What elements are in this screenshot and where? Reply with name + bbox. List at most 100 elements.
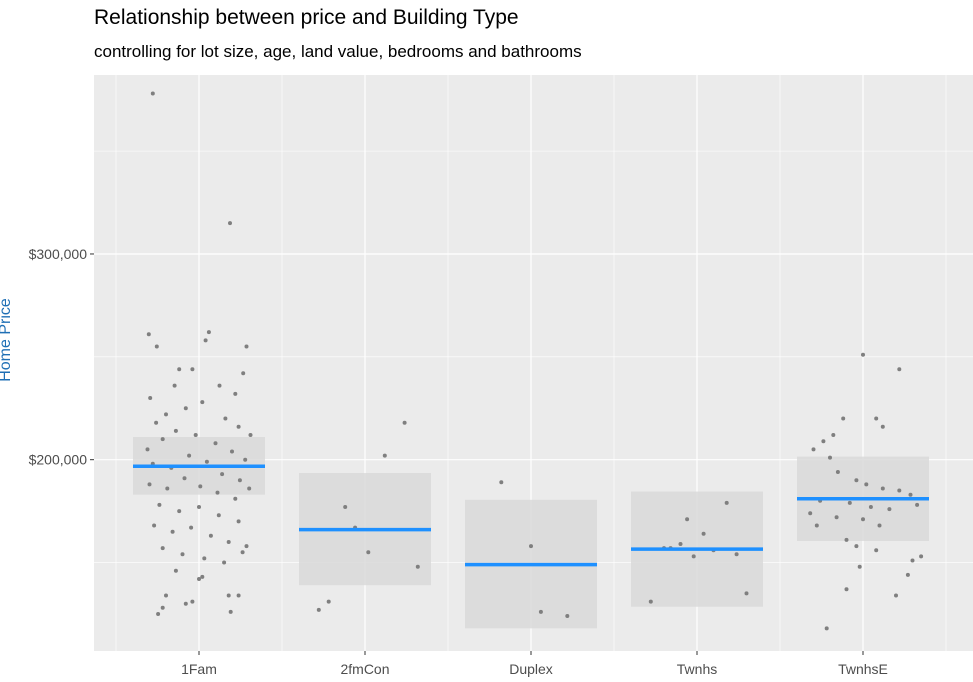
data-point <box>173 428 178 433</box>
data-point <box>887 507 892 512</box>
data-point <box>402 420 407 425</box>
data-point <box>198 484 203 489</box>
data-point <box>215 490 220 495</box>
data-point <box>808 511 813 516</box>
data-point <box>172 383 177 388</box>
x-tick-label: TwnhsE <box>838 661 888 677</box>
data-point <box>177 367 182 372</box>
data-point <box>208 533 213 538</box>
data-point <box>734 552 739 557</box>
data-point <box>200 574 205 579</box>
data-point <box>240 550 245 555</box>
data-point <box>828 455 832 460</box>
data-point <box>190 599 195 604</box>
data-point <box>915 502 920 507</box>
data-point <box>147 482 152 487</box>
data-point <box>382 453 387 458</box>
data-point <box>910 558 915 563</box>
data-point <box>152 523 157 528</box>
data-point <box>877 523 882 528</box>
data-point <box>861 352 865 357</box>
data-point <box>854 478 859 483</box>
data-point <box>173 568 178 573</box>
data-point <box>415 564 420 569</box>
data-point <box>880 424 885 429</box>
x-tick-label: Duplex <box>509 661 553 677</box>
data-point <box>236 424 241 429</box>
data-point <box>145 447 150 452</box>
data-point <box>236 593 241 598</box>
data-point <box>243 457 248 462</box>
data-point <box>861 517 865 522</box>
data-point <box>156 612 161 616</box>
data-point <box>565 614 570 618</box>
data-point <box>193 433 198 437</box>
data-point <box>197 577 201 581</box>
data-point <box>187 453 192 458</box>
data-point <box>203 338 208 343</box>
data-point <box>164 412 168 417</box>
data-point <box>202 556 207 561</box>
data-point <box>236 519 241 524</box>
data-point <box>244 344 249 349</box>
x-tick-label: 1Fam <box>181 661 217 677</box>
data-point <box>180 552 185 557</box>
data-point <box>216 513 221 518</box>
data-point <box>701 531 706 536</box>
data-point <box>197 505 201 509</box>
data-point <box>160 605 165 610</box>
data-point <box>844 537 849 542</box>
data-point <box>835 470 840 474</box>
data-point <box>148 396 153 400</box>
data-point <box>897 367 902 372</box>
data-point <box>204 459 209 464</box>
data-point <box>183 601 188 606</box>
data-point <box>233 496 238 501</box>
data-point <box>841 416 846 421</box>
data-point <box>170 529 175 534</box>
data-point <box>165 486 170 491</box>
data-point <box>685 517 690 522</box>
data-point <box>724 500 729 505</box>
data-point <box>874 548 879 553</box>
data-point <box>854 544 859 549</box>
data-point <box>821 439 826 444</box>
data-point <box>343 505 348 509</box>
data-point <box>190 367 195 372</box>
data-point <box>223 416 228 421</box>
data-point <box>233 391 238 396</box>
data-point <box>230 449 234 454</box>
data-point <box>864 482 869 487</box>
data-point <box>499 480 504 485</box>
data-point <box>529 544 533 549</box>
chart-title: Relationship between price and Building … <box>94 6 519 29</box>
data-point <box>182 476 187 481</box>
data-point <box>200 400 205 405</box>
data-point <box>241 371 246 376</box>
data-point <box>811 447 816 452</box>
y-tick-label: $300,000 <box>29 246 88 262</box>
data-point <box>154 344 159 349</box>
data-point <box>177 509 182 514</box>
data-point <box>824 626 829 631</box>
data-point <box>326 599 331 604</box>
data-point <box>189 525 194 530</box>
data-point <box>244 544 249 549</box>
data-point <box>834 515 839 520</box>
data-point <box>157 502 162 507</box>
y-tick-label: $200,000 <box>29 452 88 468</box>
data-point <box>894 593 898 598</box>
data-point <box>868 505 873 509</box>
data-point <box>160 546 165 551</box>
data-point <box>744 591 749 596</box>
data-point <box>150 91 155 96</box>
data-point <box>206 330 211 335</box>
data-point <box>814 523 819 528</box>
data-point <box>908 492 913 497</box>
data-point <box>874 416 879 421</box>
data-point <box>226 593 231 598</box>
data-point <box>237 478 242 483</box>
data-point <box>222 560 227 565</box>
data-point <box>897 488 902 493</box>
